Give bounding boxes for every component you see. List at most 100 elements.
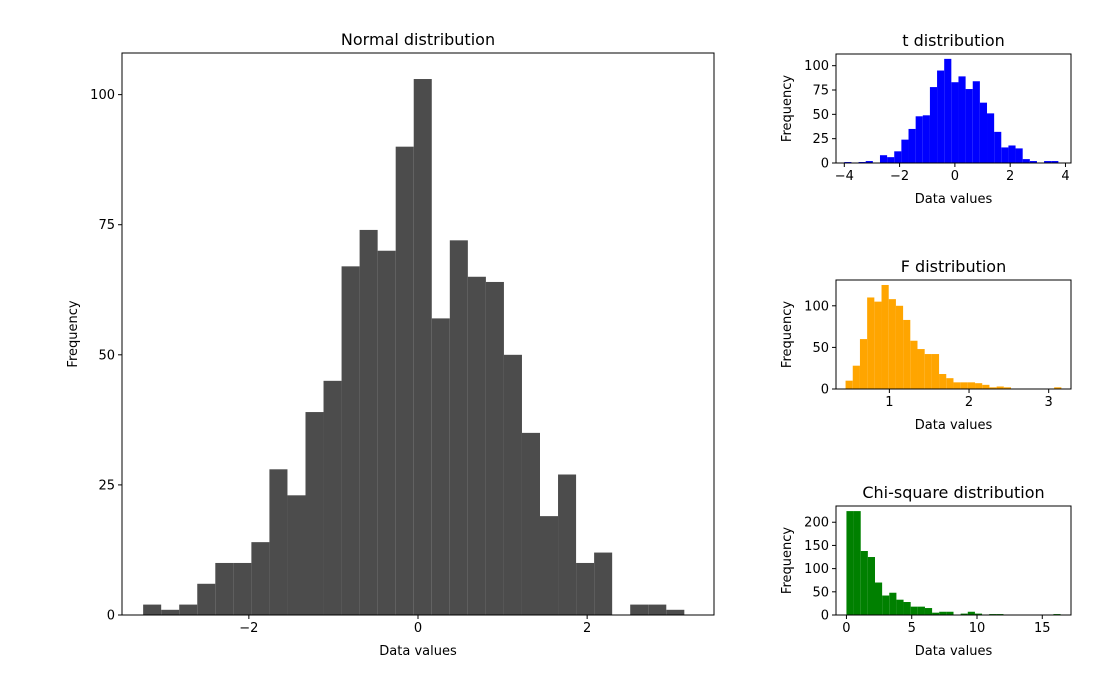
normal-y-tick-label-3: 75 bbox=[98, 218, 115, 233]
t-bar-22 bbox=[1001, 147, 1009, 163]
normal-bar-28 bbox=[648, 604, 667, 615]
t-bar-10 bbox=[915, 116, 923, 163]
chi-square-bar-14 bbox=[946, 611, 954, 615]
normal-x-tick-label-0: −2 bbox=[239, 621, 258, 636]
normal-chart-title: Normal distribution bbox=[341, 30, 495, 49]
f-bar-1 bbox=[852, 365, 860, 389]
normal-y-tick-label-2: 50 bbox=[98, 348, 115, 363]
normal-bar-24 bbox=[576, 562, 595, 615]
t-x-tick-label-2: 0 bbox=[951, 169, 959, 184]
f-bar-12 bbox=[931, 354, 940, 389]
normal-bar-13 bbox=[377, 250, 396, 616]
normal-bar-29 bbox=[666, 609, 685, 615]
chi-square-bar-11 bbox=[924, 608, 933, 615]
chi-square-x-tick-label-3: 15 bbox=[1034, 621, 1051, 636]
normal-bar-14 bbox=[395, 146, 414, 616]
t-bar-29 bbox=[1051, 161, 1059, 163]
chi-square-bar-17 bbox=[967, 611, 975, 615]
f-x-axis-label: Data values bbox=[915, 418, 993, 433]
normal-bar-8 bbox=[287, 495, 306, 615]
t-y-tick-label-1: 25 bbox=[812, 132, 829, 147]
f-bar-22 bbox=[1003, 387, 1011, 389]
normal-bar-17 bbox=[449, 240, 468, 615]
chi-square-bar-2 bbox=[860, 550, 868, 615]
normal-bar-1 bbox=[161, 609, 180, 615]
f-bar-4 bbox=[874, 301, 882, 389]
chi-square-bar-16 bbox=[960, 613, 968, 615]
chi-square-chart-title: Chi-square distribution bbox=[862, 483, 1044, 502]
normal-y-axis-label: Frequency bbox=[66, 300, 81, 367]
f-bar-19 bbox=[982, 384, 990, 389]
chi-square-bar-0 bbox=[846, 511, 854, 615]
t-bar-23 bbox=[1008, 145, 1016, 163]
f-histogram-bars bbox=[845, 284, 1062, 389]
normal-bar-15 bbox=[413, 79, 432, 615]
t-x-tick-label-0: −4 bbox=[835, 169, 854, 184]
t-y-tick-label-0: 0 bbox=[821, 157, 829, 172]
f-y-tick-label-0: 0 bbox=[821, 383, 829, 398]
t-bar-12 bbox=[929, 87, 938, 163]
chi-square-x-tick-label-2: 10 bbox=[969, 621, 986, 636]
chi-square-bar-6 bbox=[889, 592, 897, 615]
normal-distribution-chart: −2 0 2 0 25 50 75 100 Normal distribution Data … bbox=[66, 30, 715, 659]
t-axis-ticks: −4 −2 0 2 4 0 25 50 75 100 bbox=[804, 59, 1069, 184]
t-histogram-bars bbox=[844, 58, 1059, 164]
normal-bar-6 bbox=[251, 542, 270, 615]
t-bar-7 bbox=[894, 151, 902, 163]
f-bar-10 bbox=[917, 349, 925, 389]
chi-square-x-tick-label-0: 0 bbox=[842, 621, 850, 636]
chi-square-bar-12 bbox=[932, 612, 940, 615]
t-y-axis-label: Frequency bbox=[780, 75, 795, 142]
chi-square-bar-13 bbox=[939, 611, 947, 615]
chi-square-bar-1 bbox=[853, 511, 861, 615]
chi-square-bar-5 bbox=[882, 595, 890, 615]
t-bar-24 bbox=[1015, 148, 1023, 163]
normal-bar-10 bbox=[323, 380, 342, 615]
f-bar-21 bbox=[996, 386, 1004, 389]
chi-square-bar-3 bbox=[867, 557, 875, 615]
chi-square-y-tick-label-4: 200 bbox=[804, 516, 829, 531]
t-distribution-chart: −4 −2 0 2 4 0 25 50 75 100 t distribution Data va… bbox=[780, 31, 1072, 207]
t-y-tick-label-4: 100 bbox=[804, 59, 829, 74]
normal-x-axis-label: Data values bbox=[379, 644, 457, 659]
t-bar-20 bbox=[987, 113, 995, 163]
t-bar-15 bbox=[951, 82, 959, 163]
normal-bar-9 bbox=[305, 412, 324, 615]
t-bar-21 bbox=[994, 131, 1002, 163]
normal-bar-0 bbox=[143, 604, 162, 615]
t-bar-19 bbox=[979, 102, 988, 163]
chi-square-bar-18 bbox=[974, 613, 983, 615]
t-chart-title: t distribution bbox=[902, 31, 1005, 50]
normal-bar-11 bbox=[341, 266, 360, 615]
chi-square-y-tick-label-2: 100 bbox=[804, 562, 829, 577]
chi-square-bar-10 bbox=[917, 606, 925, 615]
normal-bar-3 bbox=[197, 583, 216, 615]
normal-y-tick-label-1: 25 bbox=[98, 478, 115, 493]
f-y-tick-label-2: 100 bbox=[804, 299, 829, 314]
t-axes-frame bbox=[835, 53, 1072, 164]
f-axis-ticks: 1 2 3 0 50 100 bbox=[804, 299, 1053, 410]
chi-square-y-tick-label-0: 0 bbox=[821, 609, 829, 624]
f-bar-5 bbox=[881, 284, 889, 389]
f-bar-14 bbox=[946, 378, 954, 389]
f-bar-9 bbox=[910, 340, 918, 389]
normal-bar-16 bbox=[431, 318, 450, 615]
normal-axis-ticks: −2 0 2 0 25 50 75 100 bbox=[90, 88, 591, 636]
f-distribution-chart: 1 2 3 0 50 100 F distribution Data values Fre… bbox=[780, 257, 1072, 433]
f-bar-16 bbox=[960, 382, 968, 389]
normal-bar-23 bbox=[558, 474, 577, 615]
t-bar-9 bbox=[908, 128, 916, 163]
t-bar-17 bbox=[965, 89, 973, 163]
f-x-tick-label-0: 1 bbox=[885, 395, 893, 410]
t-bar-8 bbox=[901, 139, 909, 163]
t-y-tick-label-2: 50 bbox=[812, 108, 829, 123]
t-bar-13 bbox=[937, 70, 945, 163]
f-bar-0 bbox=[845, 380, 853, 389]
normal-bar-25 bbox=[594, 552, 613, 615]
chi-square-bar-4 bbox=[874, 582, 883, 615]
t-y-tick-label-3: 75 bbox=[812, 84, 829, 99]
f-bar-20 bbox=[989, 387, 997, 389]
